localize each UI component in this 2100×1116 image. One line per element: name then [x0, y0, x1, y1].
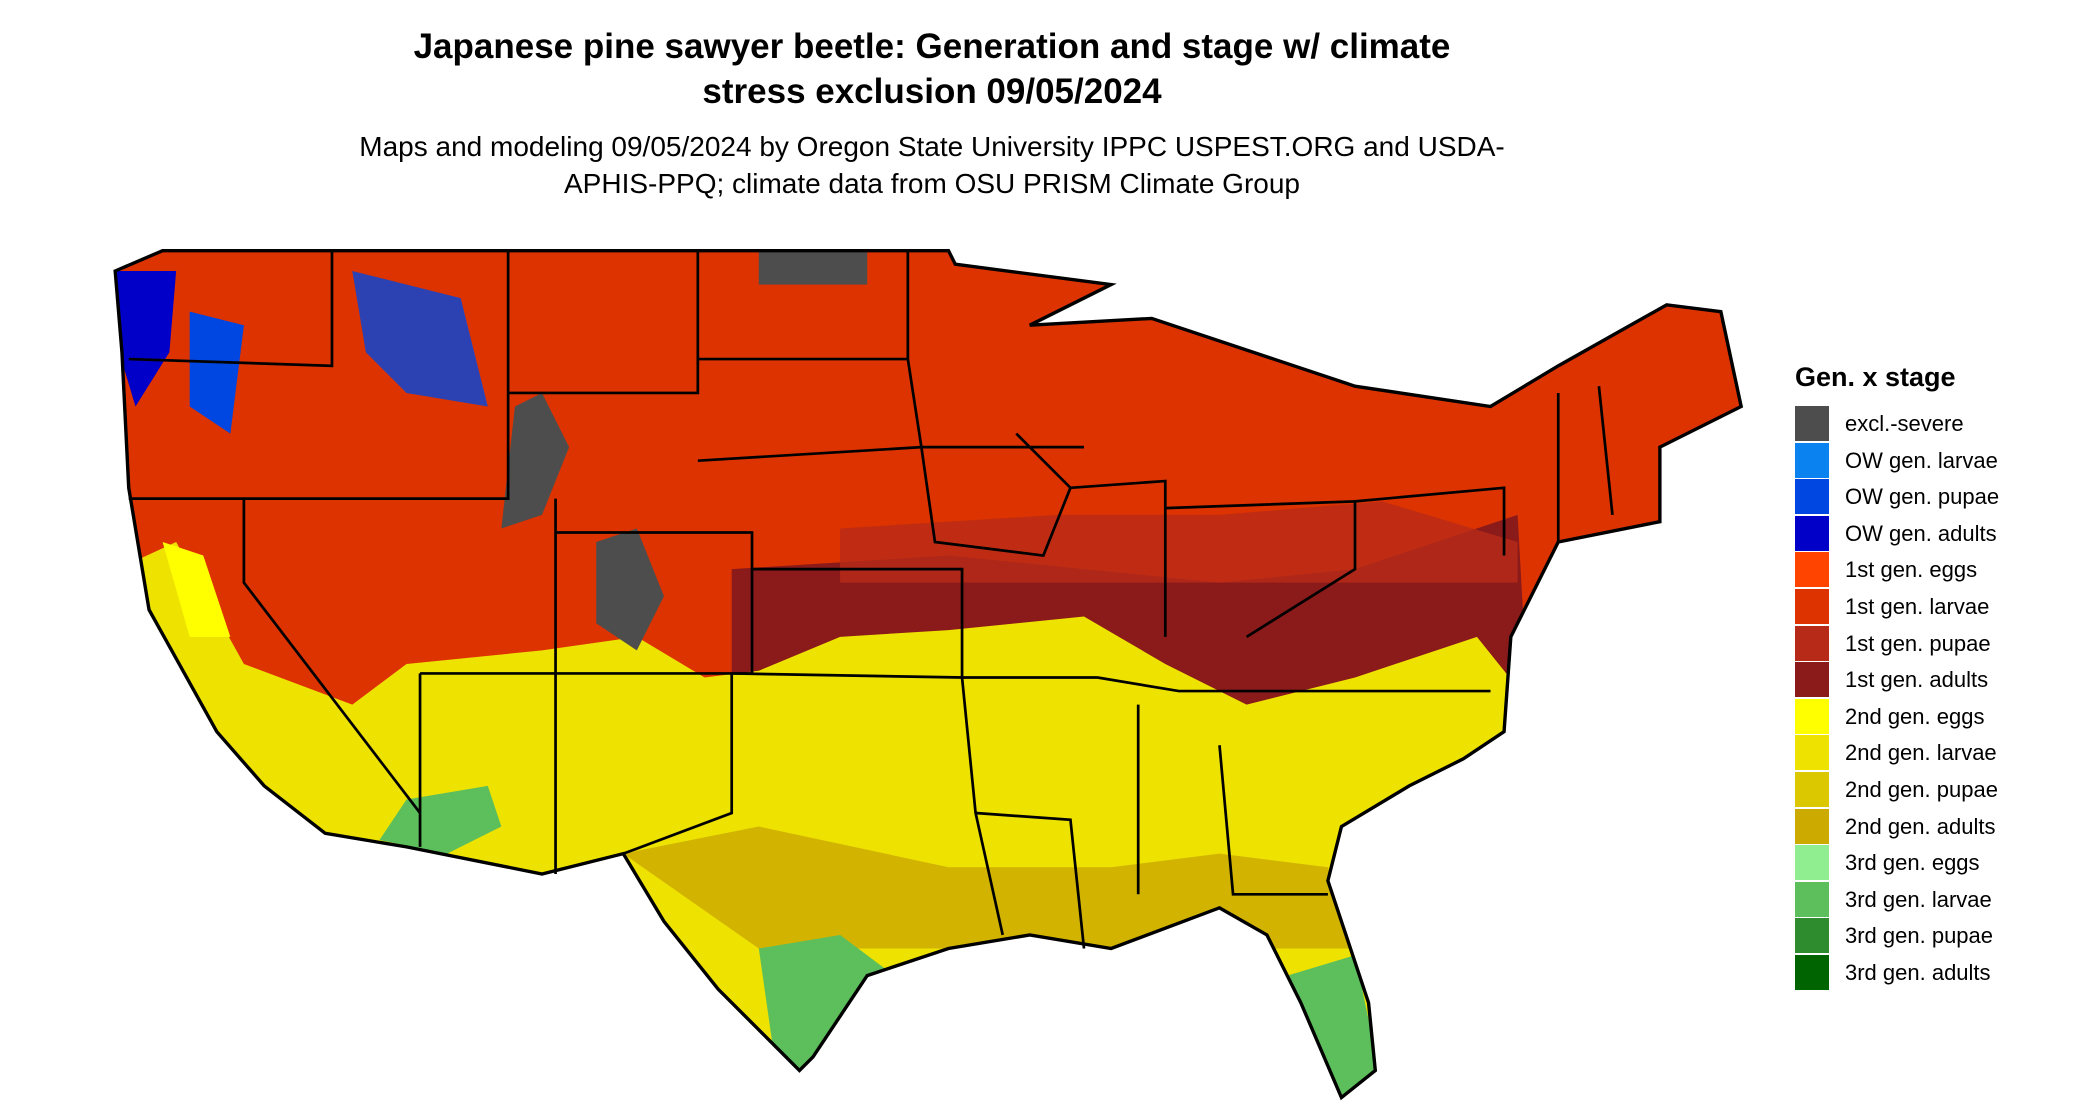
legend-swatch [1795, 772, 1829, 807]
legend-label: 1st gen. pupae [1845, 630, 1991, 656]
legend-swatch [1795, 735, 1829, 771]
legend-label: 3rd gen. larvae [1845, 886, 1992, 912]
legend-swatch [1795, 698, 1829, 734]
legend-label: OW gen. pupae [1845, 484, 2000, 510]
legend-swatch [1795, 406, 1829, 441]
legend-label: 2nd gen. pupae [1845, 777, 1998, 802]
legend-swatch [1795, 845, 1829, 881]
legend-swatch [1795, 662, 1829, 698]
legend-swatch [1795, 808, 1829, 844]
map-body [113, 248, 1744, 1101]
legend-swatch [1795, 881, 1829, 917]
legend-swatch [1795, 589, 1829, 624]
legend-label: excl.-severe [1845, 411, 1964, 436]
legend-label: OW gen. adults [1845, 520, 1997, 546]
legend-swatch [1795, 442, 1829, 478]
legend-swatch [1795, 479, 1829, 515]
legend-swatch [1795, 918, 1829, 954]
legend-label: 2nd gen. adults [1845, 813, 1996, 839]
title: Japanese pine sawyer beetle: Generation … [413, 27, 1451, 111]
subtitle: Maps and modeling 09/05/2024 by Oregon S… [359, 131, 1505, 199]
legend-swatch [1795, 625, 1829, 661]
legend-label: 1st gen. larvae [1845, 594, 1990, 619]
legend-label: 3rd gen. pupae [1845, 923, 1994, 949]
legend-label: 2nd gen. larvae [1845, 740, 1997, 766]
legend-swatch [1795, 955, 1829, 990]
legend-label: 1st gen. eggs [1845, 557, 1978, 583]
legend-label: 2nd gen. eggs [1845, 703, 1985, 729]
legend-label: 3rd gen. adults [1845, 960, 1991, 985]
map [113, 248, 1744, 1101]
legend-label: OW gen. larvae [1845, 447, 1998, 473]
legend-label: 3rd gen. eggs [1845, 850, 1980, 876]
legend-label: 1st gen. adults [1845, 667, 1989, 693]
legend-swatch [1795, 515, 1829, 551]
legend-swatch [1795, 552, 1829, 588]
legend-title: Gen. x stage [1795, 362, 1956, 392]
